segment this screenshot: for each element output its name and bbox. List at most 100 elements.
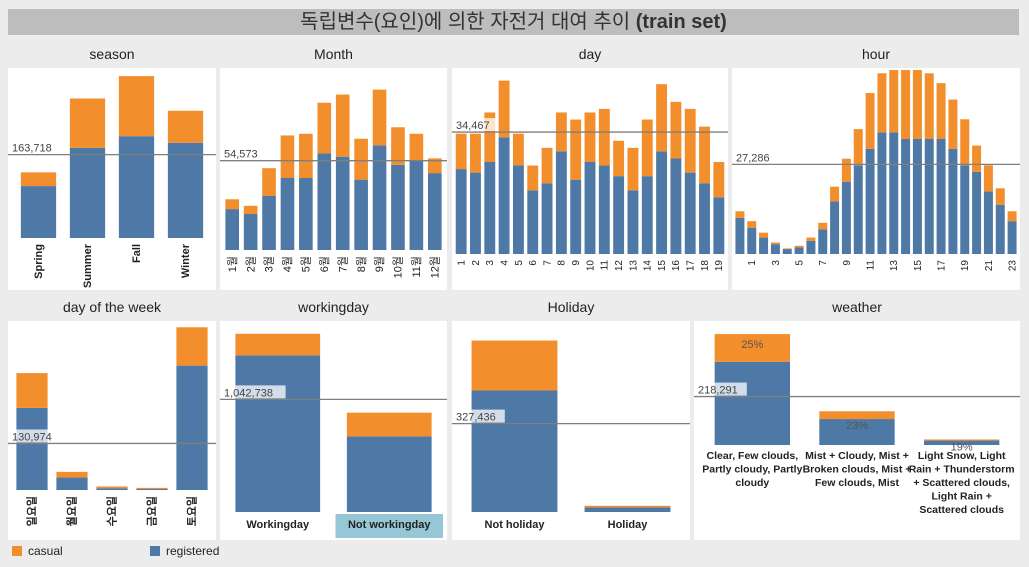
hour-bar-registered-6[interactable] (806, 240, 816, 254)
hour-bar-casual-18[interactable] (948, 99, 958, 149)
holiday-bar-casual-1[interactable] (584, 505, 671, 508)
day-bar-casual-10[interactable] (598, 108, 610, 166)
weekday-bar-registered-2[interactable] (96, 488, 128, 490)
day-bar-registered-17[interactable] (699, 183, 710, 254)
month-bar-registered-0[interactable] (225, 209, 240, 250)
day-bar-registered-9[interactable] (584, 162, 596, 254)
weekday-bar-casual-4[interactable] (176, 327, 208, 366)
weekday-bar-casual-0[interactable] (16, 373, 48, 408)
day-bar-casual-12[interactable] (627, 147, 639, 191)
month-bar-registered-1[interactable] (243, 214, 258, 250)
hour-bar-casual-23[interactable] (1007, 211, 1017, 222)
weather-bar-casual-2[interactable] (923, 439, 1000, 441)
day-bar-registered-3[interactable] (498, 137, 510, 254)
month-bar-casual-4[interactable] (299, 133, 313, 178)
hour-bar-casual-1[interactable] (747, 221, 757, 228)
day-bar-registered-7[interactable] (555, 151, 567, 254)
hour-bar-registered-0[interactable] (735, 217, 745, 254)
hour-bar-casual-7[interactable] (818, 222, 828, 230)
hour-bar-casual-12[interactable] (877, 73, 887, 133)
season-bar-casual-2[interactable] (118, 76, 155, 137)
month-bar-registered-11[interactable] (427, 173, 442, 250)
day-bar-casual-18[interactable] (713, 162, 725, 198)
month-bar-casual-0[interactable] (225, 199, 240, 210)
season-bar-registered-0[interactable] (20, 186, 57, 238)
hour-bar-casual-8[interactable] (830, 186, 840, 202)
month-bar-registered-3[interactable] (280, 178, 295, 250)
day-bar-registered-0[interactable] (455, 169, 467, 254)
hour-bar-registered-17[interactable] (936, 139, 946, 254)
hour-bar-casual-2[interactable] (759, 232, 769, 238)
hour-bar-casual-11[interactable] (865, 93, 875, 149)
day-bar-casual-16[interactable] (684, 108, 696, 173)
month-bar-registered-9[interactable] (391, 164, 405, 250)
month-bar-casual-7[interactable] (354, 138, 368, 180)
holiday-bar-casual-0[interactable] (471, 340, 558, 391)
hour-bar-casual-14[interactable] (901, 70, 911, 139)
day-bar-casual-15[interactable] (670, 101, 682, 159)
hour-bar-registered-14[interactable] (901, 139, 911, 254)
month-bar-casual-3[interactable] (280, 135, 295, 178)
hour-bar-casual-10[interactable] (853, 129, 863, 166)
day-bar-casual-6[interactable] (541, 147, 553, 184)
hour-bar-registered-13[interactable] (889, 132, 899, 254)
day-bar-registered-11[interactable] (613, 176, 625, 254)
month-bar-casual-9[interactable] (391, 127, 405, 165)
day-bar-registered-12[interactable] (627, 190, 639, 254)
hour-bar-casual-13[interactable] (889, 70, 899, 133)
weekday-bar-casual-2[interactable] (96, 486, 128, 489)
day-bar-casual-2[interactable] (484, 112, 496, 162)
month-bar-casual-1[interactable] (243, 205, 258, 214)
day-bar-casual-9[interactable] (584, 112, 596, 162)
hour-bar-registered-7[interactable] (818, 229, 828, 254)
hour-bar-registered-22[interactable] (995, 204, 1005, 254)
day-bar-registered-16[interactable] (684, 172, 696, 254)
workingday-bar-registered-0[interactable] (235, 355, 321, 512)
hour-bar-registered-18[interactable] (948, 148, 958, 254)
hour-bar-registered-3[interactable] (770, 244, 780, 254)
holiday-bar-registered-0[interactable] (471, 390, 558, 513)
hour-bar-registered-19[interactable] (960, 165, 970, 254)
hour-bar-registered-5[interactable] (794, 247, 804, 254)
month-bar-registered-4[interactable] (299, 178, 313, 250)
weather-bar-registered-1[interactable] (819, 419, 895, 445)
month-bar-casual-5[interactable] (317, 102, 332, 154)
day-bar-registered-2[interactable] (484, 162, 496, 254)
day-bar-casual-4[interactable] (512, 133, 524, 166)
hour-bar-registered-16[interactable] (924, 139, 934, 254)
month-bar-casual-8[interactable] (372, 89, 387, 146)
hour-bar-casual-16[interactable] (924, 73, 934, 139)
month-bar-registered-2[interactable] (262, 196, 276, 250)
day-bar-registered-4[interactable] (512, 165, 524, 254)
day-bar-casual-1[interactable] (470, 133, 481, 173)
weekday-bar-registered-3[interactable] (136, 488, 168, 490)
hour-bar-casual-22[interactable] (995, 188, 1005, 205)
workingday-bar-casual-1[interactable] (346, 412, 432, 437)
day-bar-casual-14[interactable] (656, 84, 668, 152)
hour-bar-casual-21[interactable] (983, 165, 993, 192)
day-bar-casual-8[interactable] (570, 119, 582, 180)
day-bar-casual-0[interactable] (455, 133, 467, 170)
weekday-bar-registered-4[interactable] (176, 365, 208, 490)
hour-bar-casual-0[interactable] (735, 211, 745, 218)
hour-bar-casual-15[interactable] (912, 70, 922, 139)
holiday-bar-registered-1[interactable] (584, 507, 671, 512)
day-bar-casual-11[interactable] (613, 140, 625, 177)
workingday-bar-casual-0[interactable] (235, 333, 321, 356)
day-bar-registered-1[interactable] (470, 172, 481, 254)
hour-bar-registered-11[interactable] (865, 148, 875, 254)
month-bar-casual-10[interactable] (409, 133, 424, 160)
month-bar-registered-5[interactable] (317, 153, 332, 250)
day-bar-registered-5[interactable] (527, 190, 539, 254)
month-bar-registered-10[interactable] (409, 160, 424, 250)
weather-bar-casual-0[interactable] (714, 334, 791, 362)
day-bar-registered-10[interactable] (598, 165, 610, 254)
hour-bar-casual-5[interactable] (794, 245, 804, 248)
hour-bar-registered-12[interactable] (877, 132, 887, 254)
season-bar-registered-2[interactable] (118, 136, 155, 238)
day-bar-registered-18[interactable] (713, 197, 725, 254)
month-bar-registered-8[interactable] (372, 145, 387, 250)
hour-bar-registered-9[interactable] (841, 181, 851, 254)
weekday-bar-registered-0[interactable] (16, 407, 48, 490)
hour-bar-registered-8[interactable] (830, 201, 840, 254)
